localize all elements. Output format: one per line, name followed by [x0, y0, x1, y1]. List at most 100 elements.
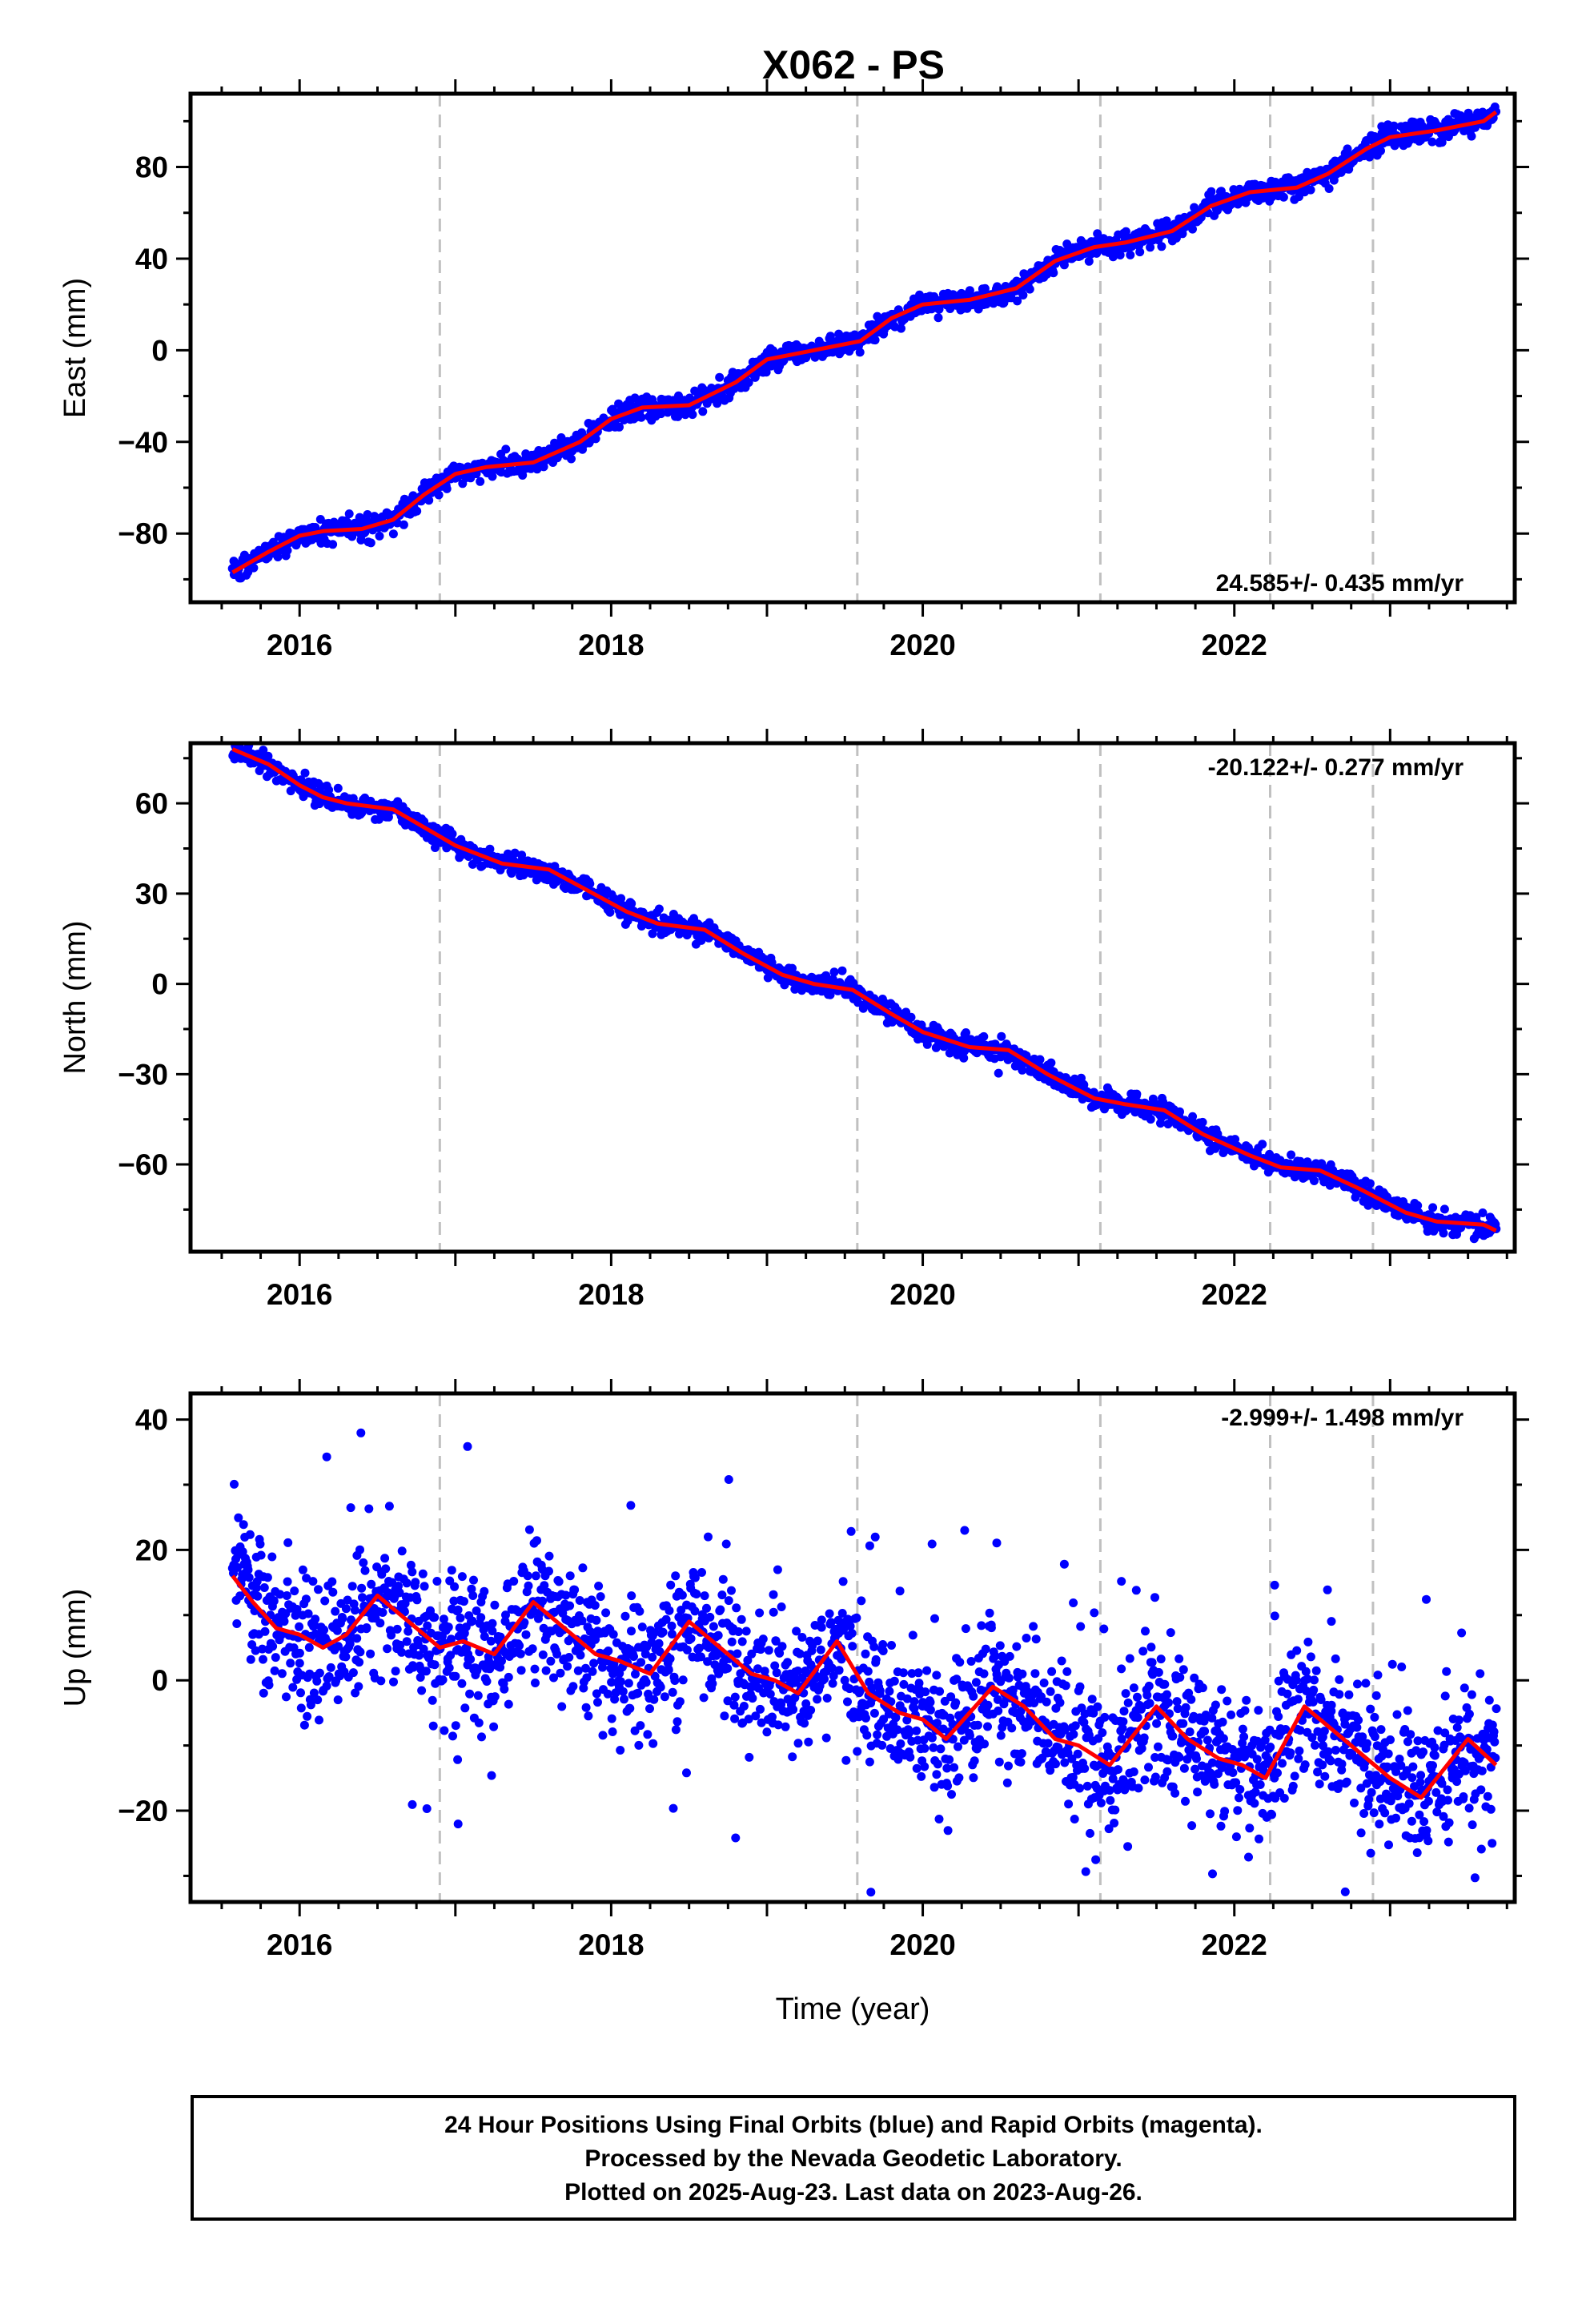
data-point [909, 1703, 919, 1713]
data-point [355, 1647, 365, 1657]
data-point [733, 1649, 742, 1659]
data-point [620, 1611, 630, 1621]
data-point [604, 1647, 613, 1655]
data-point [1217, 1685, 1227, 1695]
data-point [714, 1669, 724, 1679]
data-point [399, 520, 408, 529]
data-point [295, 1659, 304, 1668]
data-point [1413, 1200, 1423, 1210]
data-point [341, 1652, 351, 1662]
data-point [295, 1648, 304, 1658]
data-point [1278, 1759, 1287, 1768]
data-point [601, 1608, 611, 1618]
data-point [303, 1609, 313, 1618]
data-point [428, 1721, 438, 1731]
data-point [828, 1679, 837, 1688]
data-point [848, 1642, 857, 1651]
data-point [922, 1039, 932, 1049]
data-point [630, 1726, 640, 1735]
data-point [995, 1641, 1005, 1651]
data-point [1238, 1724, 1247, 1734]
data-point [288, 1683, 298, 1692]
data-point [1108, 1774, 1118, 1783]
data-point [275, 1590, 285, 1599]
data-point [556, 1668, 565, 1678]
data-point [540, 1581, 549, 1590]
data-point [1135, 247, 1145, 257]
data-point [1004, 1761, 1013, 1771]
data-point [985, 1608, 994, 1618]
data-point [480, 1586, 489, 1596]
data-point [765, 1690, 775, 1699]
data-point [891, 1713, 901, 1723]
data-point [625, 1703, 635, 1713]
data-point [501, 444, 511, 454]
data-point [592, 1689, 601, 1699]
data-point [898, 1668, 908, 1678]
data-point [1067, 1754, 1077, 1763]
data-point [417, 1686, 427, 1695]
data-point [875, 1686, 885, 1695]
data-point [667, 1630, 677, 1638]
data-point [283, 1577, 292, 1586]
data-point [1126, 250, 1135, 259]
data-point [299, 1720, 309, 1730]
data-point [1292, 1646, 1302, 1655]
data-point [1188, 1112, 1198, 1121]
data-point [694, 1643, 704, 1653]
data-point [934, 313, 943, 323]
data-point [730, 1714, 740, 1723]
data-point [467, 1584, 476, 1594]
data-point [357, 1583, 367, 1593]
data-point [270, 1666, 279, 1675]
data-point [544, 1551, 554, 1561]
data-point [897, 324, 905, 333]
plot-title: X062 - PS [762, 42, 945, 87]
data-point [616, 1746, 625, 1755]
data-point [756, 1704, 765, 1714]
data-point [1002, 1778, 1012, 1787]
data-point [640, 1649, 650, 1659]
data-point [575, 1596, 584, 1605]
data-point [1193, 1787, 1203, 1797]
data-point [800, 1719, 809, 1728]
data-point [347, 1615, 355, 1625]
data-point [1120, 1785, 1130, 1795]
data-point [263, 1573, 272, 1582]
data-point [1146, 1642, 1156, 1652]
data-point [1118, 1717, 1128, 1727]
data-point [1110, 1819, 1119, 1827]
data-point [1389, 121, 1399, 131]
data-point [920, 1762, 930, 1771]
data-point [477, 1732, 486, 1742]
data-point [1178, 1665, 1188, 1675]
data-point [490, 1692, 500, 1702]
data-point [358, 1593, 367, 1602]
data-point [374, 814, 383, 824]
data-point [1363, 1200, 1373, 1210]
data-point [697, 1568, 706, 1577]
data-point [1115, 251, 1125, 259]
data-point [1008, 1685, 1018, 1695]
data-point [1428, 1203, 1438, 1212]
data-point [367, 1579, 376, 1589]
data-point [1265, 1149, 1275, 1159]
data-point [637, 1622, 647, 1632]
data-point [404, 1626, 413, 1636]
data-point [933, 1719, 942, 1728]
data-point [902, 1694, 912, 1703]
data-point [970, 1756, 979, 1766]
data-point [861, 1649, 870, 1659]
data-point [723, 1663, 733, 1673]
data-point [769, 1590, 778, 1599]
data-point [447, 1566, 456, 1575]
data-point [366, 1649, 375, 1659]
data-point [324, 1672, 334, 1682]
data-point [1210, 1779, 1219, 1789]
data-point [327, 1577, 337, 1586]
data-point [943, 1826, 953, 1835]
data-point [1046, 1687, 1055, 1696]
data-point [932, 1671, 942, 1680]
data-point [951, 1698, 961, 1707]
data-point [1137, 1743, 1146, 1753]
